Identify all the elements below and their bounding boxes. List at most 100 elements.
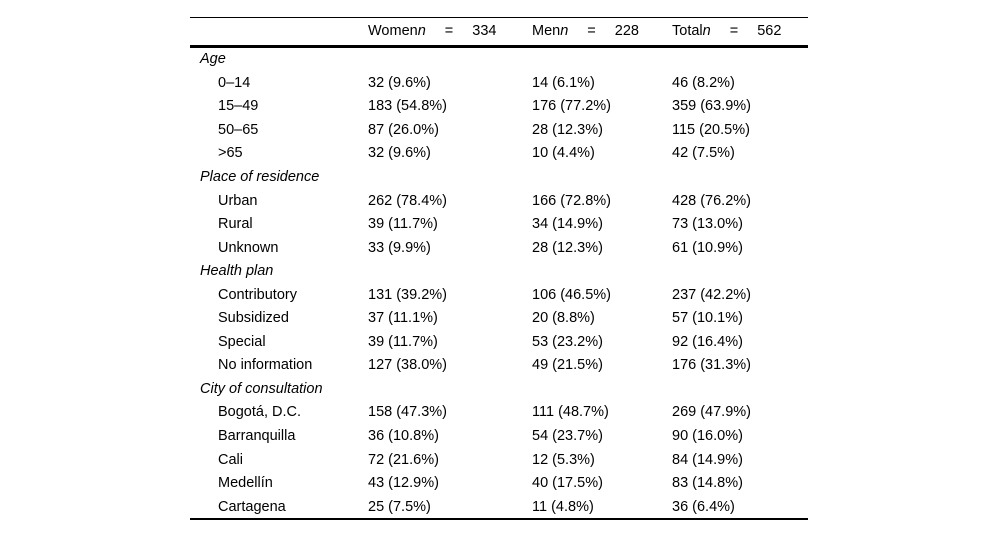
section-label: Place of residence bbox=[200, 169, 320, 185]
header-column-total: Totaln = 562 bbox=[672, 23, 808, 39]
header-men-name: Men bbox=[532, 23, 561, 40]
women-value: 87 (26.0%) bbox=[368, 121, 439, 138]
row-label: 50–65 bbox=[218, 121, 259, 138]
header-women-n-value: 334 bbox=[472, 23, 497, 40]
total-value: 237 (42.2%) bbox=[672, 286, 751, 303]
row-label: No information bbox=[218, 357, 313, 374]
women-value: 36 (10.8%) bbox=[368, 428, 439, 445]
row-label: Special bbox=[218, 333, 266, 350]
total-value: 46 (8.2%) bbox=[672, 74, 735, 91]
table-row: Unknown 33 (9.9%) 28 (12.3%) 61 (10.9%) bbox=[190, 236, 808, 260]
table-row: Bogotá, D.C. 158 (47.3%) 111 (48.7%) 269… bbox=[190, 401, 808, 425]
header-column-women: Womenn = 334 bbox=[368, 23, 532, 39]
n-symbol: n bbox=[417, 23, 426, 40]
table-row: Cartagena 25 (7.5%) 11 (4.8%) 36 (6.4%) bbox=[190, 495, 808, 519]
women-value: 158 (47.3%) bbox=[368, 404, 447, 421]
women-value: 127 (38.0%) bbox=[368, 357, 447, 374]
section-header-row-age: Age bbox=[190, 48, 808, 72]
men-value: 53 (23.2%) bbox=[532, 333, 603, 350]
men-value: 10 (4.4%) bbox=[532, 145, 595, 162]
total-value: 61 (10.9%) bbox=[672, 239, 743, 256]
section-header-row-health-plan: Health plan bbox=[190, 259, 808, 283]
women-value: 37 (11.1%) bbox=[368, 310, 438, 327]
row-label: Urban bbox=[218, 192, 258, 209]
table-row: >65 32 (9.6%) 10 (4.4%) 42 (7.5%) bbox=[190, 142, 808, 166]
equals-sign: = bbox=[729, 23, 739, 40]
men-value: 28 (12.3%) bbox=[532, 239, 603, 256]
row-label: Medellín bbox=[218, 475, 273, 492]
row-label: Cali bbox=[218, 451, 243, 468]
equals-sign: = bbox=[444, 23, 454, 40]
women-value: 131 (39.2%) bbox=[368, 286, 447, 303]
men-value: 11 (4.8%) bbox=[532, 498, 594, 515]
total-value: 92 (16.4%) bbox=[672, 333, 743, 350]
men-value: 34 (14.9%) bbox=[532, 216, 603, 233]
header-men-n-value: 228 bbox=[614, 23, 639, 40]
row-label: >65 bbox=[218, 145, 243, 162]
women-value: 39 (11.7%) bbox=[368, 333, 438, 350]
section-header-row-city: City of consultation bbox=[190, 377, 808, 401]
total-value: 115 (20.5%) bbox=[672, 121, 750, 138]
women-value: 25 (7.5%) bbox=[368, 498, 431, 515]
equals-sign: = bbox=[587, 23, 596, 40]
total-value: 90 (16.0%) bbox=[672, 428, 743, 445]
n-symbol: n bbox=[702, 23, 711, 40]
table-row: 15–49 183 (54.8%) 176 (77.2%) 359 (63.9%… bbox=[190, 95, 808, 119]
row-label: Rural bbox=[218, 216, 253, 233]
header-total-n-value: 562 bbox=[757, 23, 782, 40]
men-value: 28 (12.3%) bbox=[532, 121, 603, 138]
table-row: Contributory 131 (39.2%) 106 (46.5%) 237… bbox=[190, 283, 808, 307]
men-value: 166 (72.8%) bbox=[532, 192, 611, 209]
women-value: 33 (9.9%) bbox=[368, 239, 431, 256]
row-label: Subsidized bbox=[218, 310, 289, 327]
header-women-label: Womenn bbox=[368, 23, 426, 39]
women-value: 262 (78.4%) bbox=[368, 192, 447, 209]
row-label: Bogotá, D.C. bbox=[218, 404, 302, 421]
header-column-men: Menn = 228 bbox=[532, 23, 672, 39]
table-row: Cali 72 (21.6%) 12 (5.3%) 84 (14.9%) bbox=[190, 448, 808, 472]
section-header-row-residence: Place of residence bbox=[190, 165, 808, 189]
men-value: 106 (46.5%) bbox=[532, 286, 611, 303]
row-label: 0–14 bbox=[218, 74, 251, 91]
table-row: Medellín 43 (12.9%) 40 (17.5%) 83 (14.8%… bbox=[190, 471, 808, 495]
header-women-name: Women bbox=[368, 23, 418, 40]
total-value: 57 (10.1%) bbox=[672, 310, 743, 327]
demographics-table: Womenn = 334 Menn = 228 Totaln = 562 Age… bbox=[190, 17, 808, 521]
row-label: Barranquilla bbox=[218, 428, 296, 445]
table-row: Special 39 (11.7%) 53 (23.2%) 92 (16.4%) bbox=[190, 330, 808, 354]
women-value: 32 (9.6%) bbox=[368, 145, 431, 162]
table-row: Subsidized 37 (11.1%) 20 (8.8%) 57 (10.1… bbox=[190, 307, 808, 331]
table-row: Rural 39 (11.7%) 34 (14.9%) 73 (13.0%) bbox=[190, 212, 808, 236]
total-value: 42 (7.5%) bbox=[672, 145, 735, 162]
women-value: 32 (9.6%) bbox=[368, 74, 431, 91]
row-label: Contributory bbox=[218, 286, 297, 303]
total-value: 36 (6.4%) bbox=[672, 498, 735, 515]
men-value: 176 (77.2%) bbox=[532, 98, 611, 115]
total-value: 269 (47.9%) bbox=[672, 404, 751, 421]
total-value: 176 (31.3%) bbox=[672, 357, 751, 374]
n-symbol: n bbox=[560, 23, 569, 40]
women-value: 72 (21.6%) bbox=[368, 451, 439, 468]
section-label: Health plan bbox=[200, 263, 274, 280]
header-total-label: Totaln bbox=[672, 23, 711, 39]
header-total-name: Total bbox=[672, 23, 703, 40]
total-value: 83 (14.8%) bbox=[672, 475, 743, 492]
table-header-row: Womenn = 334 Menn = 228 Totaln = 562 bbox=[190, 18, 808, 48]
table-row: Urban 262 (78.4%) 166 (72.8%) 428 (76.2%… bbox=[190, 189, 808, 213]
table-row: No information 127 (38.0%) 49 (21.5%) 17… bbox=[190, 354, 808, 378]
section-label: Age bbox=[200, 51, 226, 68]
women-value: 43 (12.9%) bbox=[368, 475, 439, 492]
total-value: 359 (63.9%) bbox=[672, 98, 751, 115]
men-value: 14 (6.1%) bbox=[532, 74, 595, 91]
header-men-label: Menn bbox=[532, 23, 568, 39]
total-value: 428 (76.2%) bbox=[672, 192, 751, 209]
men-value: 111 (48.7%) bbox=[532, 404, 609, 421]
table-row: Barranquilla 36 (10.8%) 54 (23.7%) 90 (1… bbox=[190, 424, 808, 448]
row-label: 15–49 bbox=[218, 98, 259, 115]
row-label: Unknown bbox=[218, 239, 279, 256]
men-value: 20 (8.8%) bbox=[532, 310, 595, 327]
table-row: 0–14 32 (9.6%) 14 (6.1%) 46 (8.2%) bbox=[190, 71, 808, 95]
men-value: 40 (17.5%) bbox=[532, 475, 603, 492]
men-value: 12 (5.3%) bbox=[532, 451, 595, 468]
men-value: 49 (21.5%) bbox=[532, 357, 603, 374]
